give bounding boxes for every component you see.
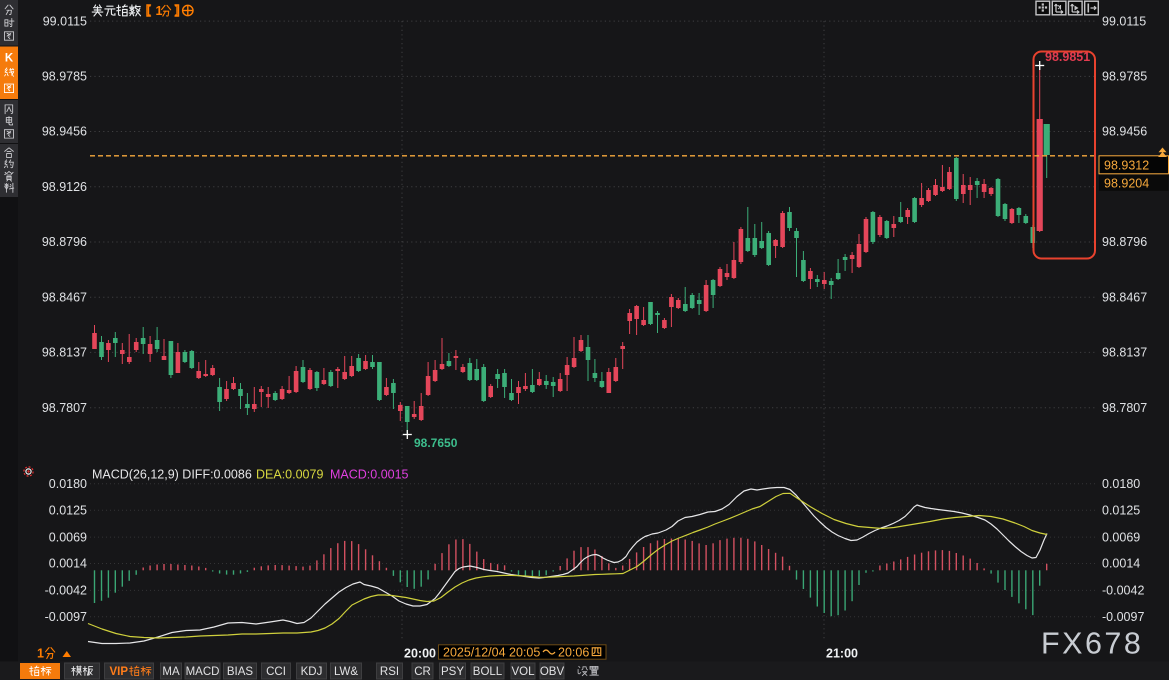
svg-text:MACD:0.0015: MACD:0.0015 [330, 468, 409, 482]
svg-text:98.7807: 98.7807 [42, 401, 87, 415]
svg-text:CCI: CCI [266, 666, 286, 678]
svg-text:98.8137: 98.8137 [1102, 346, 1147, 360]
svg-text:BIAS: BIAS [227, 666, 254, 678]
svg-text:98.9456: 98.9456 [42, 125, 87, 139]
svg-text:98.8137: 98.8137 [42, 346, 87, 360]
svg-text:0.0069: 0.0069 [49, 530, 87, 544]
svg-text:20:06: 20:06 [558, 645, 589, 659]
svg-text:98.9785: 98.9785 [1102, 70, 1147, 84]
svg-text:98.8467: 98.8467 [42, 290, 87, 304]
svg-text:0.0180: 0.0180 [1102, 477, 1140, 491]
svg-text:98.9312: 98.9312 [1104, 158, 1149, 172]
svg-text:0.0014: 0.0014 [49, 557, 87, 571]
svg-text:98.7650: 98.7650 [414, 436, 458, 450]
svg-text:OBV: OBV [540, 666, 565, 678]
svg-text:98.9204: 98.9204 [1104, 177, 1149, 191]
svg-text:VOL: VOL [511, 666, 535, 678]
svg-text:0.0125: 0.0125 [49, 503, 87, 517]
svg-text:RSI: RSI [380, 666, 399, 678]
svg-text:98.9126: 98.9126 [42, 180, 87, 194]
svg-text:98.8796: 98.8796 [1102, 235, 1147, 249]
svg-text:FX678: FX678 [1041, 627, 1143, 661]
svg-text:-0.0042: -0.0042 [45, 584, 87, 598]
svg-text:0.0180: 0.0180 [49, 477, 87, 491]
svg-text:21:00: 21:00 [826, 647, 858, 661]
svg-text:KDJ: KDJ [301, 666, 323, 678]
svg-text:98.9456: 98.9456 [1102, 125, 1147, 139]
svg-text:98.9851: 98.9851 [1045, 50, 1090, 64]
svg-text:MA: MA [162, 666, 180, 678]
svg-text:K: K [5, 53, 14, 65]
svg-text:0.0014: 0.0014 [1102, 557, 1140, 571]
svg-text:-0.0097: -0.0097 [1102, 610, 1144, 624]
svg-text:PSY: PSY [441, 666, 464, 678]
svg-text:98.8467: 98.8467 [1102, 290, 1147, 304]
svg-text:98.7807: 98.7807 [1102, 401, 1147, 415]
svg-text:1: 1 [37, 647, 44, 661]
svg-text:MACD(26,12,9) DIFF:0.0086: MACD(26,12,9) DIFF:0.0086 [92, 468, 252, 482]
svg-text:-0.0042: -0.0042 [1102, 584, 1144, 598]
svg-text:VIP: VIP [110, 666, 129, 678]
svg-text:BOLL: BOLL [473, 666, 503, 678]
svg-text:0.0125: 0.0125 [1102, 503, 1140, 517]
svg-text:0.0069: 0.0069 [1102, 530, 1140, 544]
svg-text:-0.0097: -0.0097 [45, 610, 87, 624]
svg-text:20:00: 20:00 [404, 647, 436, 661]
svg-text:MACD: MACD [186, 666, 220, 678]
svg-text:CR: CR [414, 666, 431, 678]
svg-text:98.8796: 98.8796 [42, 235, 87, 249]
svg-text:99.0115: 99.0115 [1102, 14, 1146, 28]
svg-text:DEA:0.0079: DEA:0.0079 [256, 468, 323, 482]
svg-text:1: 1 [156, 4, 163, 18]
svg-text:2025/12/04 20:05: 2025/12/04 20:05 [443, 645, 540, 659]
svg-text:99.0115: 99.0115 [43, 14, 87, 28]
svg-text:98.9785: 98.9785 [42, 70, 87, 84]
svg-text:LW&: LW& [334, 666, 358, 678]
